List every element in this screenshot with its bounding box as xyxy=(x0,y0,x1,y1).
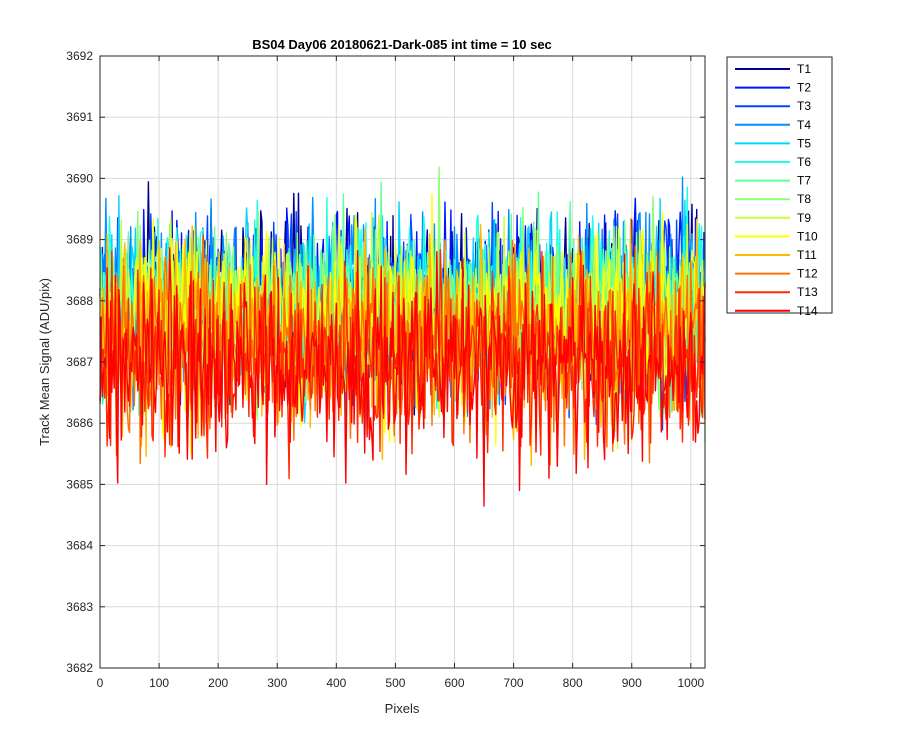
y-tick-label: 3692 xyxy=(66,49,93,63)
x-tick-label: 100 xyxy=(149,676,169,690)
x-axis-label: Pixels xyxy=(385,701,420,716)
legend-box xyxy=(726,56,833,314)
y-tick-label: 3683 xyxy=(66,600,93,614)
y-axis-label: Track Mean Signal (ADU/pix) xyxy=(37,278,52,446)
legend-label-t7: T7 xyxy=(797,174,811,188)
series-lines xyxy=(99,166,706,507)
x-tick-label: 400 xyxy=(326,676,346,690)
x-tick-label: 900 xyxy=(622,676,642,690)
y-axis-ticks: 3682 3683 3684 3685 3686 3687 3688 3689 3690 3691… xyxy=(66,49,705,675)
y-tick-label: 3682 xyxy=(66,661,93,675)
y-tick-label: 3688 xyxy=(66,294,93,308)
legend-label-t2: T2 xyxy=(797,81,811,95)
legend: T1 T2 T3 T4 T5 T6 T7 T8 T9 T10 T11 T12 T13 T14 xyxy=(726,56,833,318)
legend-label-t1: T1 xyxy=(797,62,811,76)
y-tick-label: 3684 xyxy=(66,539,93,553)
y-tick-label: 3687 xyxy=(66,355,93,369)
plot-area: 0 100 200 300 400 500 600 700 800 900 1000 3682368… xyxy=(66,49,706,690)
legend-label-t8: T8 xyxy=(797,192,811,206)
x-tick-label: 800 xyxy=(563,676,583,690)
y-tick-label: 3689 xyxy=(66,233,93,247)
y-tick-label: 3691 xyxy=(66,110,93,124)
legend-label-t12: T12 xyxy=(797,267,818,281)
x-tick-label: 300 xyxy=(267,676,287,690)
legend-label-t10: T10 xyxy=(797,229,818,243)
legend-label-t11: T11 xyxy=(797,248,817,262)
legend-items: T1 T2 T3 T4 T5 T6 T7 T8 T9 T10 T11 T12 T13 T14 xyxy=(735,62,818,318)
legend-label-t9: T9 xyxy=(797,211,811,225)
y-tick-label: 3686 xyxy=(66,416,93,430)
legend-label-t14: T14 xyxy=(797,304,818,318)
x-tick-label: 500 xyxy=(385,676,405,690)
legend-label-t13: T13 xyxy=(797,285,818,299)
x-tick-label: 700 xyxy=(504,676,524,690)
legend-label-t4: T4 xyxy=(797,118,811,132)
y-tick-label: 3690 xyxy=(66,171,93,185)
x-tick-label: 0 xyxy=(97,676,104,690)
x-tick-label: 1000 xyxy=(677,676,704,690)
x-tick-label: 600 xyxy=(444,676,464,690)
legend-label-t3: T3 xyxy=(797,99,811,113)
chart-title: BS04 Day06 20180621-Dark-085 int time = … xyxy=(252,37,552,52)
legend-label-t6: T6 xyxy=(797,155,811,169)
x-axis-ticks: 0 100 200 300 400 500 600 700 800 900 1000 xyxy=(97,56,704,690)
y-tick-label: 3685 xyxy=(66,477,93,491)
x-tick-label: 200 xyxy=(208,676,228,690)
legend-label-t5: T5 xyxy=(797,136,811,150)
series-line-t14 xyxy=(99,247,706,507)
